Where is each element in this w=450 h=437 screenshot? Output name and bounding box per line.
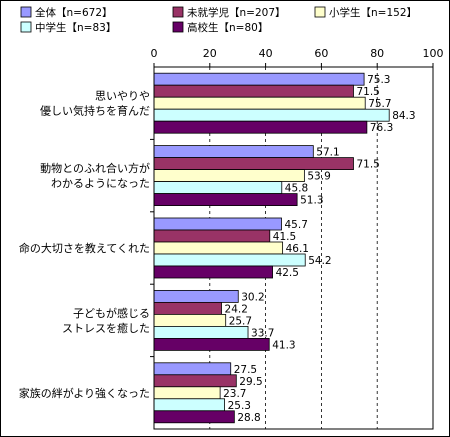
bar-2-3: [153, 169, 305, 183]
tick-label-60: 60: [314, 47, 328, 60]
bar-5-5: [153, 410, 235, 424]
legend-label-2: 未就学児【n=207】: [187, 6, 286, 19]
value-label-3-2: 41.5: [273, 231, 296, 243]
bar-2-5: [153, 193, 298, 207]
value-label-2-5: 51.3: [300, 195, 323, 207]
category-label-1-line-1: 思いやりや: [95, 90, 150, 103]
tick-label-100: 100: [423, 47, 444, 60]
bar-1-1: [153, 72, 365, 86]
value-label-1-1: 75.3: [367, 74, 390, 86]
tick-label-0: 0: [151, 47, 158, 60]
bar-3-5: [153, 265, 273, 279]
value-label-3-4: 54.2: [308, 255, 331, 267]
bar-4-1: [153, 289, 239, 303]
bar-5-4: [153, 398, 225, 412]
bar-5-3: [153, 386, 221, 400]
category-label-1-line-2: 優しい気持ちを育んだ: [40, 104, 150, 118]
value-label-3-3: 46.1: [286, 243, 309, 255]
category-label-5: 家族の絆がより強くなった: [19, 386, 150, 400]
category-label-2-line-1: 動物とのふれ合い方が: [40, 161, 150, 175]
bar-3-1: [153, 217, 282, 231]
category-label-3: 命の大切さを教えてくれた: [19, 241, 150, 255]
value-label-2-1: 57.1: [316, 147, 339, 159]
bar-4-2: [153, 301, 222, 315]
value-label-5-4: 25.3: [228, 400, 251, 412]
legend-label-3: 小学生【n=152】: [329, 6, 417, 19]
bar-2-1: [153, 145, 314, 159]
bar-3-3: [153, 241, 284, 255]
value-label-4-2: 24.2: [225, 303, 248, 315]
value-label-4-1: 30.2: [241, 291, 264, 303]
value-label-4-3: 25.7: [229, 315, 252, 327]
category-label-4-line-1: 子どもが感じる: [73, 306, 150, 320]
value-label-4-5: 41.3: [272, 339, 295, 351]
bar-1-2: [153, 84, 354, 98]
bar-2-2: [153, 157, 354, 171]
bar-1-4: [153, 108, 390, 122]
value-label-5-5: 28.8: [237, 412, 260, 424]
bar-1-5: [153, 120, 368, 134]
legend-label-5: 高校生【n=80】: [187, 21, 268, 34]
value-label-4-4: 33.7: [251, 327, 274, 339]
legend-swatch-1: [20, 6, 32, 18]
bar-4-5: [153, 337, 270, 351]
value-label-5-3: 23.7: [223, 388, 246, 400]
tick-label-80: 80: [370, 47, 384, 60]
value-label-3-1: 45.7: [285, 219, 308, 231]
bar-3-2: [153, 229, 271, 243]
value-label-2-4: 45.8: [285, 183, 308, 195]
legend-swatch-3: [314, 6, 326, 18]
tick-label-20: 20: [203, 47, 217, 60]
value-label-1-2: 71.5: [356, 86, 379, 98]
bar-2-4: [153, 181, 283, 195]
value-label-5-2: 29.5: [239, 376, 262, 388]
legend-swatch-2: [172, 6, 184, 18]
bar-1-3: [153, 96, 366, 110]
bar-4-3: [153, 313, 227, 327]
tick-label-40: 40: [259, 47, 273, 60]
category-label-2-line-2: わかるようになった: [51, 177, 150, 190]
value-label-3-5: 42.5: [276, 267, 299, 279]
value-label-5-1: 27.5: [234, 364, 257, 376]
value-label-2-3: 53.9: [307, 171, 330, 183]
bar-4-4: [153, 325, 249, 339]
legend-label-1: 全体【n=672】: [35, 6, 113, 19]
legend-label-4: 中学生【n=83】: [35, 21, 116, 34]
value-label-1-5: 76.3: [370, 122, 393, 134]
value-label-2-2: 71.5: [356, 159, 379, 171]
category-label-4-line-2: ストレスを癒した: [62, 321, 150, 335]
bar-5-2: [153, 374, 237, 388]
value-label-1-3: 75.7: [368, 98, 391, 110]
bar-3-4: [153, 253, 306, 267]
legend-swatch-5: [172, 21, 184, 33]
legend-swatch-4: [20, 21, 32, 33]
value-label-1-4: 84.3: [392, 110, 415, 122]
bar-5-1: [153, 362, 232, 376]
